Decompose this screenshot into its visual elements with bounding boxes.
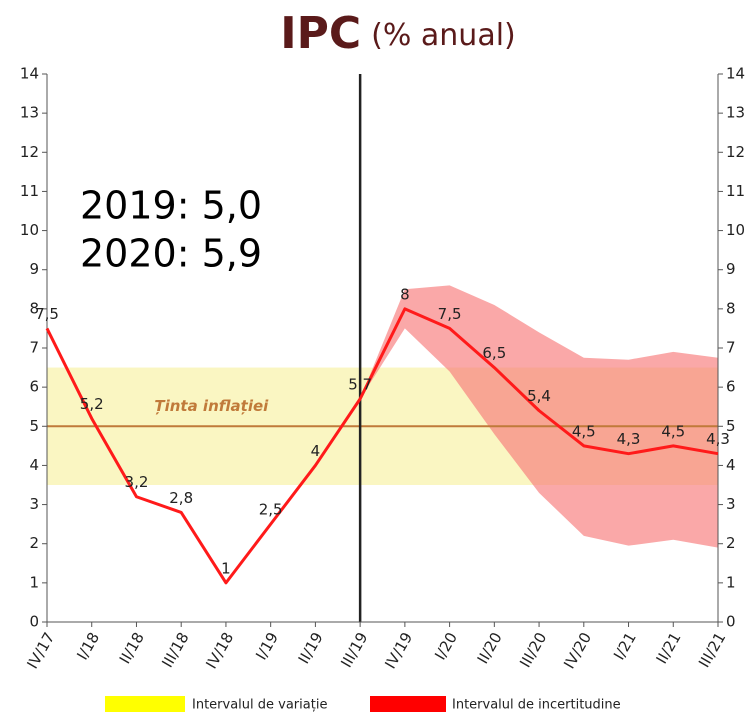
y2-tick-label: 2 [726,534,736,552]
y2-tick-label: 11 [726,182,745,200]
legend-swatch [105,696,185,712]
value-label: 5,7 [348,375,372,393]
value-label: 7,5 [35,305,59,323]
x-tick-label: I/20 [431,629,461,663]
x-tick-label: II/20 [474,629,506,667]
value-label: 8 [400,285,410,303]
x-tick-label: II/18 [116,629,148,667]
value-label: 7,5 [438,305,462,323]
x-tick-label: I/18 [73,629,103,663]
y-tick-label: 14 [20,65,39,83]
y2-tick-label: 14 [726,65,745,83]
y-tick-label: 2 [29,534,39,552]
x-tick-label: II/19 [295,629,327,667]
x-tick-label: IV/18 [202,629,237,672]
x-tick-label: IV/19 [381,629,416,672]
y-tick-label: 4 [29,456,39,474]
value-label: 4,5 [572,422,596,440]
annotation: 2020: 5,9 [80,232,262,276]
uncertainty-band [360,285,718,548]
y2-tick-label: 1 [726,573,736,591]
value-label: 6,5 [482,344,506,362]
y-tick-label: 12 [20,143,39,161]
legend-label: Intervalul de variație [192,698,327,713]
value-label: 5,4 [527,387,551,405]
y2-tick-label: 3 [726,495,736,513]
x-tick-label: III/18 [158,629,192,670]
y-tick-label: 8 [29,299,39,317]
y2-tick-label: 13 [726,104,745,122]
y2-tick-label: 10 [726,221,745,239]
title-unit: (% anual) [371,18,516,53]
x-tick-label: III/21 [695,629,729,670]
y-tick-label: 5 [29,417,39,435]
value-label: 4,3 [617,430,641,448]
y2-tick-label: 0 [726,613,736,631]
x-tick-label: IV/17 [23,629,58,672]
title-main: IPC [280,8,361,59]
chart-title: IPC (% anual) [280,8,516,59]
x-tick-label: II/21 [653,629,685,667]
y2-tick-label: 7 [726,339,736,357]
y-tick-label: 7 [29,339,39,357]
y-tick-label: 0 [29,613,39,631]
x-tick-label: III/19 [337,629,371,670]
value-label: 4 [311,442,321,460]
x-tick-label: III/20 [516,629,550,670]
annotation: 2019: 5,0 [80,184,262,228]
value-label: 5,2 [80,395,104,413]
y-tick-label: 1 [29,573,39,591]
target-label: Ținta inflației [154,397,269,415]
value-label: 3,2 [125,473,149,491]
legend-swatch [370,696,446,712]
y-tick-label: 13 [20,104,39,122]
y-tick-label: 9 [29,260,39,278]
y2-tick-label: 12 [726,143,745,161]
value-label: 2,8 [169,489,193,507]
value-label: 1 [221,559,231,577]
y-tick-label: 6 [29,378,39,396]
x-tick-label: I/21 [610,629,640,663]
y-tick-label: 10 [20,221,39,239]
y2-tick-label: 4 [726,456,736,474]
value-label: 4,3 [706,430,730,448]
y2-tick-label: 5 [726,417,736,435]
y-tick-label: 3 [29,495,39,513]
y2-tick-label: 9 [726,260,736,278]
y-tick-label: 11 [20,182,39,200]
ipc-line [45,307,719,585]
value-label: 2,5 [259,501,283,519]
legend-label: Intervalul de incertitudine [452,698,621,713]
y2-tick-label: 8 [726,299,736,317]
value-label: 4,5 [661,422,685,440]
x-tick-label: IV/20 [560,629,595,672]
y2-tick-label: 6 [726,378,736,396]
x-tick-label: I/19 [252,629,282,663]
